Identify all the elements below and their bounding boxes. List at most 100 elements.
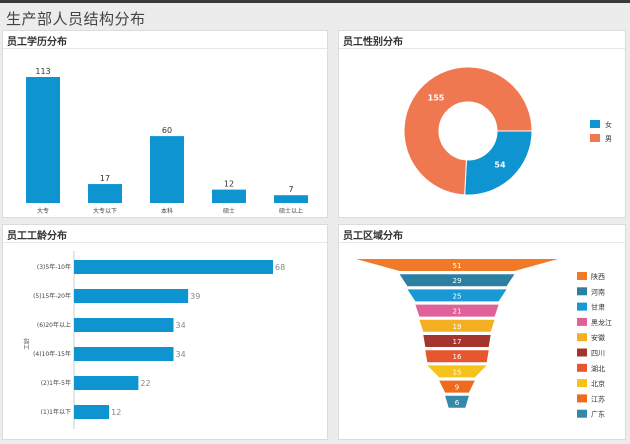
region-legend-swatch xyxy=(577,287,587,296)
region-legend-swatch xyxy=(577,409,587,418)
region-funnel-segment xyxy=(415,304,499,317)
region-legend-swatch xyxy=(577,363,587,372)
region-legend-label: 河南 xyxy=(591,287,605,296)
education-category-label: 大专 xyxy=(37,207,49,215)
region-legend-swatch xyxy=(577,272,587,280)
region-value-label: 16 xyxy=(453,353,462,361)
region-legend-label: 黑龙江 xyxy=(591,318,612,327)
region-funnel-segment xyxy=(427,365,487,378)
tenure-panel: 员工工龄分布 68 (3)5年-10年 39 (5)15年-20年 34 (6)20年以上… xyxy=(2,224,328,440)
education-category-label: 大专以下 xyxy=(93,207,117,215)
region-funnel-segment xyxy=(356,259,558,271)
gender-slice xyxy=(464,130,533,196)
gender-panel: 员工性别分布 54 155 女男 xyxy=(338,30,626,218)
tenure-value-label: 39 xyxy=(190,292,200,301)
education-panel-divider xyxy=(3,48,327,49)
region-funnel-segment xyxy=(407,289,507,302)
region-panel-divider xyxy=(339,242,625,243)
education-category-label: 硕士 xyxy=(223,207,235,215)
education-panel-title: 员工学历分布 xyxy=(7,37,67,48)
region-legend-label: 湖北 xyxy=(591,364,605,373)
region-value-label: 17 xyxy=(453,338,462,346)
tenure-value-label: 22 xyxy=(140,379,150,388)
region-legend-swatch xyxy=(577,394,587,403)
education-value-label: 113 xyxy=(35,67,50,76)
tenure-category-label: (1)1年以下 xyxy=(41,408,71,416)
region-legend-label: 江苏 xyxy=(591,394,605,403)
region-funnel-segment xyxy=(423,335,491,347)
tenure-category-label: (5)15年-20年 xyxy=(33,292,71,300)
education-value-label: 17 xyxy=(100,174,110,183)
education-bar xyxy=(88,184,122,203)
region-funnel-segment xyxy=(419,319,495,332)
region-funnel-segment xyxy=(425,350,489,363)
education-bar xyxy=(212,189,246,203)
region-legend-label: 陕西 xyxy=(591,272,605,281)
gender-slice xyxy=(403,66,533,196)
tenure-bar xyxy=(74,376,139,390)
region-value-label: 51 xyxy=(453,262,462,270)
education-value-label: 12 xyxy=(224,180,234,189)
education-value-label: 7 xyxy=(288,185,293,194)
education-bar xyxy=(274,195,308,203)
gender-panel-title: 员工性别分布 xyxy=(343,37,403,48)
region-legend-label: 北京 xyxy=(591,379,605,388)
gender-chart: 54 155 女男 xyxy=(403,66,612,196)
region-funnel-segment xyxy=(399,274,515,287)
region-value-label: 29 xyxy=(453,277,462,285)
region-funnel-segment xyxy=(439,380,475,393)
gender-value-label: 54 xyxy=(494,161,506,170)
gender-legend-label: 男 xyxy=(605,135,612,143)
tenure-category-label: (2)1年-5年 xyxy=(41,379,71,387)
region-value-label: 6 xyxy=(455,399,460,407)
gender-legend-swatch xyxy=(590,120,600,128)
tenure-bar xyxy=(74,289,189,303)
tenure-category-label: (3)5年-10年 xyxy=(37,263,71,271)
gender-panel-divider xyxy=(339,48,625,49)
region-legend-swatch xyxy=(577,379,587,388)
region-value-label: 19 xyxy=(453,323,462,331)
region-legend-swatch xyxy=(577,317,587,326)
region-legend-swatch xyxy=(577,333,587,342)
region-value-label: 15 xyxy=(453,368,462,376)
region-value-label: 25 xyxy=(453,292,462,300)
tenure-value-label: 68 xyxy=(275,263,285,272)
region-value-label: 9 xyxy=(455,384,459,392)
education-bar xyxy=(26,77,60,203)
education-panel: 员工学历分布 113 大专 17 大专以下 60 本科 12 硕士 7 硕士以上 xyxy=(2,30,328,218)
tenure-value-label: 12 xyxy=(111,408,121,417)
gender-value-label: 155 xyxy=(428,93,445,102)
tenure-panel-divider xyxy=(3,242,327,243)
region-legend-label: 安徽 xyxy=(591,333,605,342)
region-panel-title: 员工区域分布 xyxy=(343,231,403,242)
education-category-label: 硕士以上 xyxy=(279,207,303,215)
page-title: 生产部人员结构分布 xyxy=(6,10,146,28)
tenure-bar xyxy=(74,405,110,419)
gender-legend-label: 女 xyxy=(605,120,612,129)
region-legend-label: 甘肃 xyxy=(591,303,605,312)
tenure-value-label: 34 xyxy=(176,321,186,330)
tenure-bar xyxy=(74,260,273,274)
tenure-panel-title: 员工工龄分布 xyxy=(7,231,67,242)
region-legend-swatch xyxy=(577,302,587,311)
region-legend-swatch xyxy=(577,348,587,357)
tenure-bar xyxy=(74,318,174,332)
region-panel: 员工区域分布 51 29 25 21 19 17 16 15 9 6 陕西河南甘肃黑龙江安徽四川湖北… xyxy=(338,224,626,440)
education-category-label: 本科 xyxy=(161,207,173,215)
tenure-chart: 68 (3)5年-10年 39 (5)15年-20年 34 (6)20年以上 34 (4)10… xyxy=(23,251,285,429)
tenure-category-label: (4)10年-15年 xyxy=(33,350,71,358)
tenure-category-label: (6)20年以上 xyxy=(37,321,71,329)
top-border xyxy=(0,0,630,3)
region-legend-label: 广东 xyxy=(591,410,605,419)
region-legend-label: 四川 xyxy=(591,350,605,358)
education-value-label: 60 xyxy=(162,126,172,135)
education-bar xyxy=(150,136,184,203)
education-chart: 113 大专 17 大专以下 60 本科 12 硕士 7 硕士以上 xyxy=(26,67,308,215)
tenure-axis-title: 工龄 xyxy=(23,338,31,350)
region-funnel-segment xyxy=(445,395,469,408)
region-value-label: 21 xyxy=(453,308,462,316)
tenure-bar xyxy=(74,347,174,361)
gender-legend-swatch xyxy=(590,134,600,142)
tenure-value-label: 34 xyxy=(176,350,186,359)
